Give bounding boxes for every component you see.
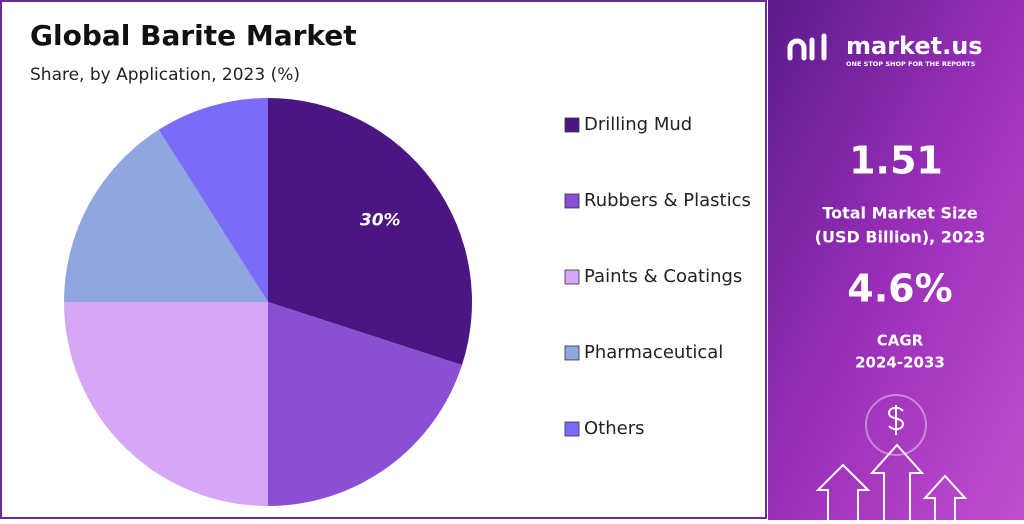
- chart-subtitle: Share, by Application, 2023 (%): [30, 65, 300, 85]
- pie: 30%: [64, 98, 472, 506]
- legend-swatch: [564, 117, 580, 133]
- legend-swatch: [564, 269, 580, 285]
- data-label: 30%: [360, 210, 401, 230]
- pie-slice: [268, 302, 463, 506]
- legend-label: Paints & Coatings: [584, 266, 742, 287]
- cagr-label: CAGR: [877, 332, 924, 350]
- legend-swatch: [564, 421, 580, 437]
- market-size-label: Total Market Size: [822, 204, 977, 223]
- info-panel: [768, 0, 1024, 520]
- legend-label: Rubbers & Plastics: [584, 190, 751, 211]
- legend-swatch: [564, 193, 580, 209]
- tagline: ONE STOP SHOP FOR THE REPORTS: [846, 60, 976, 68]
- growth-icon: [815, 394, 968, 520]
- logo-icon: [787, 33, 827, 61]
- brand: market.us: [846, 32, 983, 60]
- cagr-label: 2024-2033: [855, 354, 945, 372]
- market-size-label: (USD Billion), 2023: [815, 228, 986, 247]
- legend: Drilling Mud Rubbers & Plastics Paints & C…: [564, 114, 751, 439]
- pie-slice: [268, 98, 472, 366]
- market-size: 1.51: [849, 139, 943, 183]
- legend-label: Others: [584, 418, 645, 439]
- cagr: 4.6%: [847, 267, 952, 311]
- pie-slice: [64, 129, 268, 302]
- legend-label: Pharmaceutical: [584, 342, 723, 363]
- chart-title: Global Barite Market: [30, 19, 357, 52]
- legend-label: Drilling Mud: [584, 114, 692, 135]
- legend-swatch: [564, 345, 580, 361]
- pie-slice: [64, 302, 268, 506]
- pie-slice: [158, 98, 268, 302]
